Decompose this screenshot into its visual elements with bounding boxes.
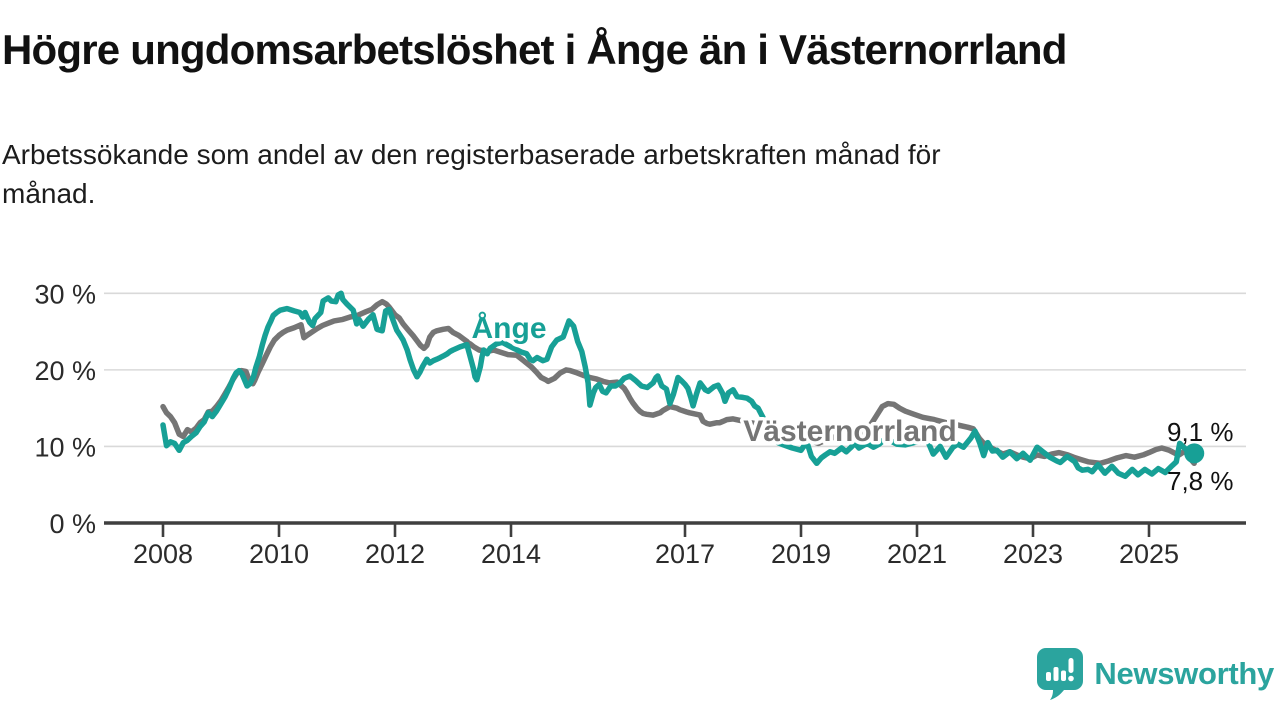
x-tick-label: 2023 — [1003, 539, 1063, 569]
y-tick-label: 30 % — [34, 279, 96, 309]
x-tick-label: 2019 — [771, 539, 831, 569]
x-tick-label: 2017 — [655, 539, 715, 569]
subtitle-line-2: månad. — [2, 177, 96, 209]
newsworthy-logo: Newsworthy — [1035, 646, 1274, 702]
y-tick-label: 0 % — [49, 509, 96, 539]
newsworthy-wordmark: Newsworthy — [1094, 656, 1274, 691]
end-value-ange: 9,1 % — [1167, 417, 1234, 447]
x-tick-label: 2021 — [887, 539, 947, 569]
x-tick-label: 2014 — [481, 539, 541, 569]
x-tick-label: 2025 — [1119, 539, 1179, 569]
x-tick-label: 2010 — [249, 539, 309, 569]
page-title: Högre ungdomsarbetslöshet i Ånge än i Vä… — [2, 26, 1067, 73]
subtitle-line-1: Arbetssökande som andel av den registerb… — [2, 139, 941, 170]
vasternorrland-line — [160, 298, 1197, 467]
x-tick-label: 2012 — [365, 539, 425, 569]
y-tick-label: 20 % — [34, 356, 96, 386]
x-tick-label: 2008 — [133, 539, 193, 569]
y-tick-label: 10 % — [34, 432, 96, 462]
end-value-vasternorrland: 7,8 % — [1167, 466, 1234, 496]
vasternorrland-series-label: Västernorrland — [743, 415, 956, 448]
end-dot — [1184, 443, 1205, 464]
newsworthy-bubble-icon — [1037, 648, 1084, 700]
chart-subtitle: Arbetssökande som andel av den registerb… — [2, 136, 941, 213]
ange-line — [160, 290, 1197, 480]
ange-series-label: Ånge — [472, 312, 547, 345]
